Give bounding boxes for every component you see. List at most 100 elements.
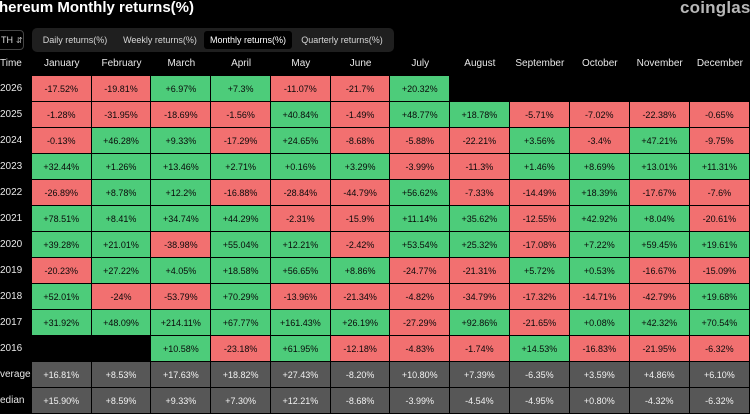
year-label: 2024 <box>0 128 32 154</box>
tab-weekly-returns[interactable]: Weekly returns(%) <box>123 35 197 45</box>
year-label: 2025 <box>0 102 32 128</box>
return-cell: -34.79% <box>450 284 510 310</box>
return-cell: +32.44% <box>31 154 92 180</box>
table-row: 2022 -26.89% +8.78% +12.2% -16.88% -28.84% -44… <box>0 180 750 206</box>
return-cell: +1.46% <box>509 154 570 180</box>
return-cell: -21.65% <box>509 310 570 336</box>
table-row: 2024 -0.13% +46.28% +9.33% -17.29% +24.65% -8.… <box>0 128 750 154</box>
return-cell: +92.86% <box>450 310 510 336</box>
return-cell: -53.79% <box>151 284 212 310</box>
return-cell: -17.29% <box>211 128 271 154</box>
summary-cell: +6.10% <box>689 362 750 388</box>
year-label: 2017 <box>0 310 32 336</box>
summary-row: verage +16.81% +8.53% +17.63% +18.82% +27.43%… <box>0 362 750 388</box>
return-cell: +2.71% <box>211 154 271 180</box>
empty-cell <box>570 76 630 102</box>
summary-cell: -6.32% <box>689 388 750 414</box>
month-header: November <box>636 58 683 69</box>
return-cell: +53.54% <box>390 232 451 258</box>
year-label: 2018 <box>0 284 32 310</box>
return-cell: +46.28% <box>91 128 152 154</box>
return-cell: -2.42% <box>330 232 391 258</box>
return-cell: +0.53% <box>570 258 630 284</box>
tab-monthly-returns[interactable]: Monthly returns(%) <box>204 31 292 49</box>
return-cell: +19.61% <box>689 232 750 258</box>
return-cell: +61.95% <box>270 336 331 362</box>
return-cell: +44.29% <box>211 206 271 232</box>
return-cell: -9.75% <box>689 128 750 154</box>
returns-period-tabs: Daily returns(%) Weekly returns(%) Month… <box>32 28 394 52</box>
summary-cell: +9.33% <box>151 388 212 414</box>
year-label: 2023 <box>0 154 32 180</box>
summary-row: edian +15.90% +8.59% +9.33% +7.30% +12.21% -8.… <box>0 388 750 414</box>
return-cell: -14.49% <box>509 180 570 206</box>
return-cell: -15.9% <box>330 206 391 232</box>
table-row: 2020 +39.28% +21.01% -38.98% +55.04% +12.21% -… <box>0 232 750 258</box>
month-header: September <box>515 58 565 69</box>
year-label: 2016 <box>0 336 32 362</box>
return-cell: +4.05% <box>151 258 212 284</box>
summary-cell: -4.95% <box>509 388 570 414</box>
time-column-header: Time <box>0 58 22 69</box>
return-cell: -11.3% <box>450 154 510 180</box>
summary-cell: +8.53% <box>91 362 152 388</box>
return-cell: -8.68% <box>330 128 391 154</box>
return-cell: -13.96% <box>270 284 331 310</box>
return-cell: +0.08% <box>570 310 630 336</box>
return-cell: +34.74% <box>151 206 212 232</box>
empty-cell <box>689 76 750 102</box>
return-cell: +12.2% <box>151 180 212 206</box>
month-header: August <box>464 58 496 69</box>
return-cell: +26.19% <box>330 310 391 336</box>
return-cell: -18.69% <box>151 102 212 128</box>
return-cell: -7.6% <box>689 180 750 206</box>
return-cell: +8.78% <box>91 180 152 206</box>
return-cell: +7.22% <box>570 232 630 258</box>
table-header-row: Time January February March April May Ju… <box>0 51 750 76</box>
return-cell: -24.77% <box>390 258 451 284</box>
tab-quarterly-returns[interactable]: Quarterly returns(%) <box>301 35 383 45</box>
return-cell: +48.77% <box>390 102 451 128</box>
return-cell: -5.71% <box>509 102 570 128</box>
empty-cell <box>450 76 510 102</box>
return-cell: -3.99% <box>390 154 451 180</box>
return-cell: +13.01% <box>629 154 690 180</box>
return-cell: +7.3% <box>211 76 271 102</box>
return-cell: -17.32% <box>509 284 570 310</box>
return-cell: +9.33% <box>151 128 212 154</box>
table-row: 2021 +78.51% +8.41% +34.74% +44.29% -2.31% -15… <box>0 206 750 232</box>
return-cell: -38.98% <box>151 232 212 258</box>
return-cell: -1.74% <box>450 336 510 362</box>
summary-cell: -4.32% <box>629 388 690 414</box>
empty-cell <box>629 76 690 102</box>
summary-cell: +10.80% <box>390 362 451 388</box>
return-cell: -1.28% <box>31 102 92 128</box>
empty-cell <box>509 76 570 102</box>
return-cell: +13.46% <box>151 154 212 180</box>
return-cell: -42.79% <box>629 284 690 310</box>
return-cell: +18.39% <box>570 180 630 206</box>
return-cell: +42.92% <box>570 206 630 232</box>
table-row: 2018 +52.01% -24% -53.79% +70.29% -13.96% -21.… <box>0 284 750 310</box>
return-cell: +1.26% <box>91 154 152 180</box>
return-cell: +14.53% <box>509 336 570 362</box>
summary-cell: +17.63% <box>151 362 212 388</box>
summary-label: edian <box>0 388 32 414</box>
return-cell: -16.67% <box>629 258 690 284</box>
return-cell: +35.62% <box>450 206 510 232</box>
return-cell: -22.38% <box>629 102 690 128</box>
summary-cell: +8.59% <box>91 388 152 414</box>
summary-cell: -3.99% <box>390 388 451 414</box>
tab-daily-returns[interactable]: Daily returns(%) <box>42 35 108 45</box>
table-row: 2026 -17.52% -19.81% +6.97% +7.3% -11.07% -21.… <box>0 76 750 102</box>
return-cell: -4.82% <box>390 284 451 310</box>
return-cell: +59.45% <box>629 232 690 258</box>
year-label: 2021 <box>0 206 32 232</box>
return-cell: +214.11% <box>151 310 212 336</box>
return-cell: +47.21% <box>629 128 690 154</box>
return-cell: -14.71% <box>570 284 630 310</box>
return-cell: -28.84% <box>270 180 331 206</box>
summary-cell: +27.43% <box>270 362 331 388</box>
summary-cell: +7.30% <box>211 388 271 414</box>
coin-select[interactable]: TH ⇵ <box>0 30 24 50</box>
